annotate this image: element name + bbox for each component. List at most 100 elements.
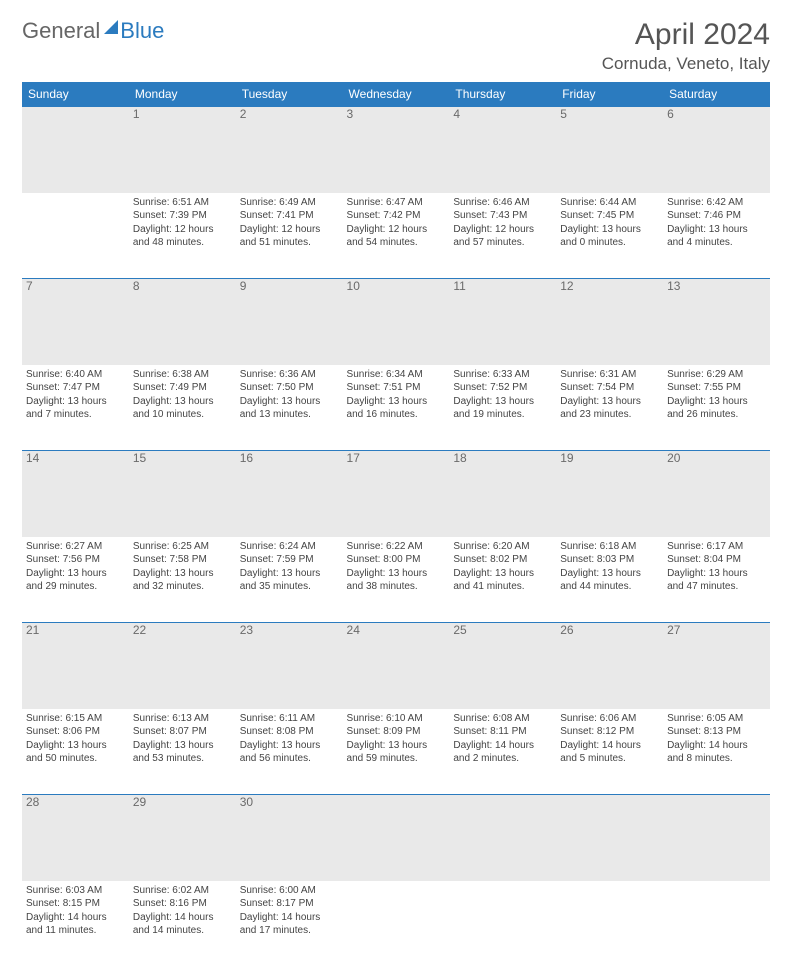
day-header: Tuesday bbox=[236, 82, 343, 107]
day-cell: Sunrise: 6:03 AMSunset: 8:15 PMDaylight:… bbox=[22, 881, 129, 967]
daynum-row: 123456 bbox=[22, 107, 770, 193]
daynum-row: 21222324252627 bbox=[22, 623, 770, 709]
day-number: 29 bbox=[129, 795, 236, 881]
day-number: 1 bbox=[129, 107, 236, 193]
day-number: 6 bbox=[663, 107, 770, 193]
day-details: Sunrise: 6:11 AMSunset: 8:08 PMDaylight:… bbox=[240, 709, 339, 766]
day-number: 10 bbox=[343, 279, 450, 365]
day-cell: Sunrise: 6:42 AMSunset: 7:46 PMDaylight:… bbox=[663, 193, 770, 279]
day-cell: Sunrise: 6:25 AMSunset: 7:58 PMDaylight:… bbox=[129, 537, 236, 623]
calendar-table: Sunday Monday Tuesday Wednesday Thursday… bbox=[22, 82, 770, 967]
day-cell bbox=[449, 881, 556, 967]
day-number bbox=[343, 795, 450, 881]
day-number: 16 bbox=[236, 451, 343, 537]
day-header: Sunday bbox=[22, 82, 129, 107]
day-cell bbox=[663, 881, 770, 967]
day-cell: Sunrise: 6:02 AMSunset: 8:16 PMDaylight:… bbox=[129, 881, 236, 967]
day-number: 9 bbox=[236, 279, 343, 365]
day-details: Sunrise: 6:13 AMSunset: 8:07 PMDaylight:… bbox=[133, 709, 232, 766]
day-number bbox=[663, 795, 770, 881]
day-details: Sunrise: 6:42 AMSunset: 7:46 PMDaylight:… bbox=[667, 193, 766, 250]
week-row: Sunrise: 6:15 AMSunset: 8:06 PMDaylight:… bbox=[22, 709, 770, 795]
day-details: Sunrise: 6:08 AMSunset: 8:11 PMDaylight:… bbox=[453, 709, 552, 766]
day-details: Sunrise: 6:25 AMSunset: 7:58 PMDaylight:… bbox=[133, 537, 232, 594]
day-number: 19 bbox=[556, 451, 663, 537]
day-header: Thursday bbox=[449, 82, 556, 107]
title-block: April 2024 Cornuda, Veneto, Italy bbox=[602, 18, 770, 74]
day-cell: Sunrise: 6:36 AMSunset: 7:50 PMDaylight:… bbox=[236, 365, 343, 451]
day-header: Monday bbox=[129, 82, 236, 107]
day-header: Friday bbox=[556, 82, 663, 107]
day-details: Sunrise: 6:47 AMSunset: 7:42 PMDaylight:… bbox=[347, 193, 446, 250]
day-cell bbox=[556, 881, 663, 967]
day-details: Sunrise: 6:05 AMSunset: 8:13 PMDaylight:… bbox=[667, 709, 766, 766]
day-cell: Sunrise: 6:22 AMSunset: 8:00 PMDaylight:… bbox=[343, 537, 450, 623]
day-cell: Sunrise: 6:34 AMSunset: 7:51 PMDaylight:… bbox=[343, 365, 450, 451]
day-cell: Sunrise: 6:08 AMSunset: 8:11 PMDaylight:… bbox=[449, 709, 556, 795]
day-header: Saturday bbox=[663, 82, 770, 107]
day-details: Sunrise: 6:33 AMSunset: 7:52 PMDaylight:… bbox=[453, 365, 552, 422]
day-cell: Sunrise: 6:18 AMSunset: 8:03 PMDaylight:… bbox=[556, 537, 663, 623]
day-number: 7 bbox=[22, 279, 129, 365]
brand-logo: General Blue bbox=[22, 18, 164, 44]
title-month: April 2024 bbox=[602, 18, 770, 52]
day-number: 14 bbox=[22, 451, 129, 537]
day-details: Sunrise: 6:44 AMSunset: 7:45 PMDaylight:… bbox=[560, 193, 659, 250]
day-details: Sunrise: 6:24 AMSunset: 7:59 PMDaylight:… bbox=[240, 537, 339, 594]
day-details: Sunrise: 6:18 AMSunset: 8:03 PMDaylight:… bbox=[560, 537, 659, 594]
title-location: Cornuda, Veneto, Italy bbox=[602, 54, 770, 74]
day-number: 27 bbox=[663, 623, 770, 709]
day-details: Sunrise: 6:38 AMSunset: 7:49 PMDaylight:… bbox=[133, 365, 232, 422]
day-details: Sunrise: 6:17 AMSunset: 8:04 PMDaylight:… bbox=[667, 537, 766, 594]
day-cell: Sunrise: 6:38 AMSunset: 7:49 PMDaylight:… bbox=[129, 365, 236, 451]
day-cell: Sunrise: 6:49 AMSunset: 7:41 PMDaylight:… bbox=[236, 193, 343, 279]
day-number bbox=[449, 795, 556, 881]
day-details: Sunrise: 6:29 AMSunset: 7:55 PMDaylight:… bbox=[667, 365, 766, 422]
daynum-row: 14151617181920 bbox=[22, 451, 770, 537]
day-number: 2 bbox=[236, 107, 343, 193]
day-number: 12 bbox=[556, 279, 663, 365]
day-number: 17 bbox=[343, 451, 450, 537]
day-cell: Sunrise: 6:27 AMSunset: 7:56 PMDaylight:… bbox=[22, 537, 129, 623]
day-cell bbox=[22, 193, 129, 279]
day-cell: Sunrise: 6:15 AMSunset: 8:06 PMDaylight:… bbox=[22, 709, 129, 795]
day-details: Sunrise: 6:20 AMSunset: 8:02 PMDaylight:… bbox=[453, 537, 552, 594]
day-cell: Sunrise: 6:51 AMSunset: 7:39 PMDaylight:… bbox=[129, 193, 236, 279]
day-number: 25 bbox=[449, 623, 556, 709]
week-row: Sunrise: 6:27 AMSunset: 7:56 PMDaylight:… bbox=[22, 537, 770, 623]
day-cell: Sunrise: 6:05 AMSunset: 8:13 PMDaylight:… bbox=[663, 709, 770, 795]
day-number: 18 bbox=[449, 451, 556, 537]
brand-part1: General bbox=[22, 18, 100, 44]
page-header: General Blue April 2024 Cornuda, Veneto,… bbox=[22, 18, 770, 74]
day-cell: Sunrise: 6:31 AMSunset: 7:54 PMDaylight:… bbox=[556, 365, 663, 451]
day-details: Sunrise: 6:15 AMSunset: 8:06 PMDaylight:… bbox=[26, 709, 125, 766]
day-cell: Sunrise: 6:33 AMSunset: 7:52 PMDaylight:… bbox=[449, 365, 556, 451]
day-number: 11 bbox=[449, 279, 556, 365]
day-details: Sunrise: 6:06 AMSunset: 8:12 PMDaylight:… bbox=[560, 709, 659, 766]
day-number: 15 bbox=[129, 451, 236, 537]
day-details: Sunrise: 6:10 AMSunset: 8:09 PMDaylight:… bbox=[347, 709, 446, 766]
day-cell: Sunrise: 6:06 AMSunset: 8:12 PMDaylight:… bbox=[556, 709, 663, 795]
day-number: 8 bbox=[129, 279, 236, 365]
day-cell: Sunrise: 6:17 AMSunset: 8:04 PMDaylight:… bbox=[663, 537, 770, 623]
day-details: Sunrise: 6:36 AMSunset: 7:50 PMDaylight:… bbox=[240, 365, 339, 422]
day-number: 23 bbox=[236, 623, 343, 709]
day-number bbox=[22, 107, 129, 193]
brand-triangle-icon bbox=[104, 20, 118, 34]
day-number: 26 bbox=[556, 623, 663, 709]
day-details: Sunrise: 6:51 AMSunset: 7:39 PMDaylight:… bbox=[133, 193, 232, 250]
week-row: Sunrise: 6:51 AMSunset: 7:39 PMDaylight:… bbox=[22, 193, 770, 279]
day-cell: Sunrise: 6:44 AMSunset: 7:45 PMDaylight:… bbox=[556, 193, 663, 279]
daynum-row: 282930 bbox=[22, 795, 770, 881]
daynum-row: 78910111213 bbox=[22, 279, 770, 365]
day-details: Sunrise: 6:27 AMSunset: 7:56 PMDaylight:… bbox=[26, 537, 125, 594]
day-number bbox=[556, 795, 663, 881]
day-details: Sunrise: 6:22 AMSunset: 8:00 PMDaylight:… bbox=[347, 537, 446, 594]
day-number: 20 bbox=[663, 451, 770, 537]
day-number: 22 bbox=[129, 623, 236, 709]
day-details: Sunrise: 6:00 AMSunset: 8:17 PMDaylight:… bbox=[240, 881, 339, 938]
day-cell: Sunrise: 6:20 AMSunset: 8:02 PMDaylight:… bbox=[449, 537, 556, 623]
day-details: Sunrise: 6:46 AMSunset: 7:43 PMDaylight:… bbox=[453, 193, 552, 250]
day-details: Sunrise: 6:03 AMSunset: 8:15 PMDaylight:… bbox=[26, 881, 125, 938]
day-number: 4 bbox=[449, 107, 556, 193]
